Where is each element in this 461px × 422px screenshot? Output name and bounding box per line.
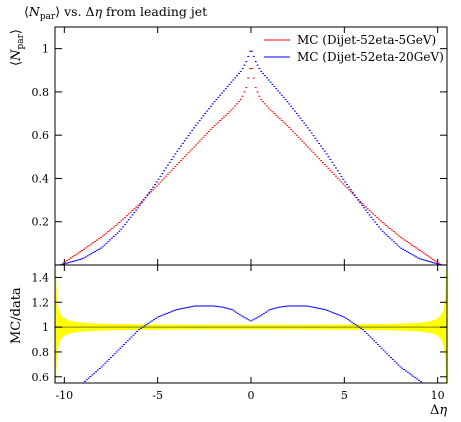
- uncertainty-band: [55, 270, 447, 383]
- x-tick-label: 0: [248, 389, 255, 402]
- main-ticks: 0.2 0.4 0.6 0.8 1: [32, 27, 447, 265]
- y-tick-label: 1: [42, 321, 49, 334]
- y-tick-label: 0.6: [32, 129, 50, 142]
- y-tick-label: 0.4: [32, 172, 50, 185]
- ratio-y-axis-label: MC/data: [9, 287, 24, 344]
- ratio-series-layer: [82, 305, 424, 384]
- legend-entry-2: MC (Dijet-52eta-20GeV): [297, 50, 444, 64]
- x-tick-label: -10: [55, 389, 73, 402]
- y-tick-label: 1: [42, 43, 49, 56]
- main-panel: 0.2 0.4 0.6 0.8 1 MC (Dijet-52eta-5GeV) MC (…: [9, 26, 448, 266]
- main-series-layer: [55, 50, 447, 266]
- ratio-ticks: -10 -5 0 5 10 0.6 0.8 1 1.2 1.4: [32, 265, 447, 402]
- ratio-uncertainty-band: [55, 270, 447, 383]
- y-tick-label: 1.4: [32, 271, 50, 284]
- x-axis-label: Δη: [430, 403, 447, 418]
- legend: MC (Dijet-52eta-5GeV) MC (Dijet-52eta-20…: [264, 33, 444, 64]
- y-tick-label: 0.2: [32, 216, 50, 229]
- y-tick-label: 0.8: [32, 346, 50, 359]
- ratio-series-1: [82, 305, 424, 384]
- y-tick-label: 0.6: [32, 371, 50, 384]
- x-tick-label: -5: [152, 389, 163, 402]
- main-series-2: [55, 50, 447, 266]
- x-tick-label: 5: [341, 389, 348, 402]
- y-tick-label: 0.8: [32, 86, 50, 99]
- legend-entry-1: MC (Dijet-52eta-5GeV): [297, 33, 436, 47]
- ratio-panel: -10 -5 0 5 10 0.6 0.8 1 1.2 1.4 MC/data Δη: [9, 264, 448, 418]
- chart-title: ⟨Npar⟩ vs. Δη from leading jet: [24, 4, 207, 22]
- x-tick-label: 10: [431, 389, 445, 402]
- main-series-1: [55, 67, 447, 266]
- y-tick-label: 1.2: [32, 296, 50, 309]
- main-y-axis-label: ⟨Npar⟩: [9, 29, 26, 66]
